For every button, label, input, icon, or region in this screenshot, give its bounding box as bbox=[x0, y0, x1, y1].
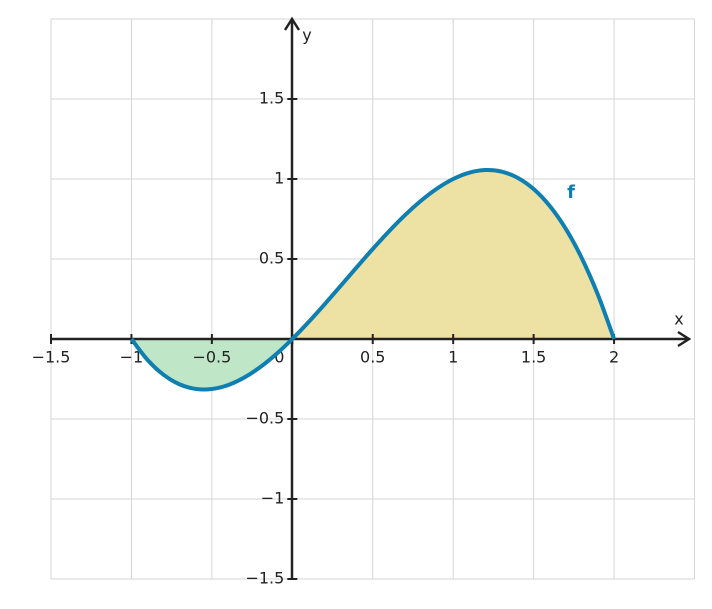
ticks: −1.5 −1 −0.5 0 0.5 1 1.5 2 −1.5 −1 −0.5 0.5 1 1.5 bbox=[32, 89, 620, 588]
y-axis-label: y bbox=[302, 26, 311, 45]
curves: f bbox=[129, 167, 616, 392]
x-tick-label: 2 bbox=[609, 348, 619, 367]
y-tick-label: 1 bbox=[274, 169, 284, 188]
y-tick-label: −1 bbox=[261, 489, 285, 508]
x-tick-label: 0 bbox=[274, 348, 284, 367]
y-tick-label: −0.5 bbox=[245, 409, 284, 428]
area-fill bbox=[131, 339, 293, 390]
x-tick-label: −1 bbox=[120, 348, 144, 367]
y-tick-label: 0.5 bbox=[259, 249, 284, 268]
y-tick-label: 1.5 bbox=[259, 89, 284, 108]
axes: x y bbox=[51, 16, 692, 579]
x-tick-label: −0.5 bbox=[192, 348, 231, 367]
x-tick-label: 1.5 bbox=[521, 348, 546, 367]
x-tick-label: −1.5 bbox=[32, 348, 71, 367]
area-fill bbox=[292, 169, 615, 339]
fills bbox=[131, 169, 615, 390]
x-arrow bbox=[677, 330, 692, 348]
series-label: f bbox=[567, 182, 575, 203]
y-tick-label: −1.5 bbox=[245, 569, 284, 588]
x-tick-label: 0.5 bbox=[360, 348, 385, 367]
grid bbox=[50, 18, 695, 580]
curve bbox=[129, 167, 616, 392]
y-arrow bbox=[283, 16, 301, 31]
x-tick-label: 1 bbox=[448, 348, 458, 367]
x-axis-label: x bbox=[674, 310, 683, 329]
